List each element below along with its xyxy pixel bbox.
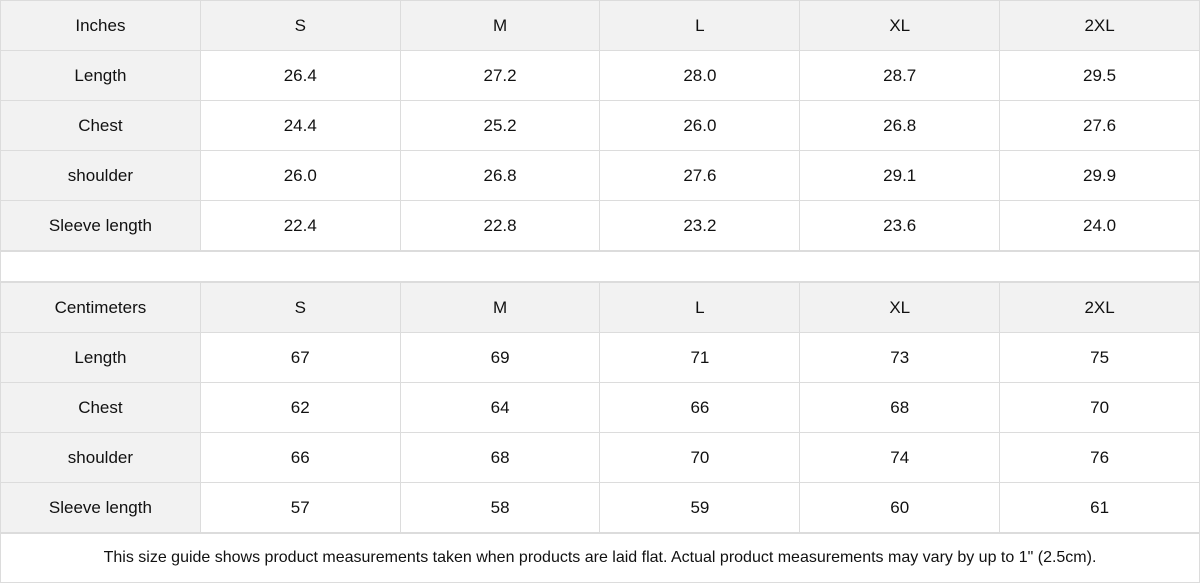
table-cell: 70 [599, 432, 801, 483]
table-cell: 61 [999, 482, 1200, 533]
row-label: Length [0, 50, 201, 101]
table-cell: 66 [199, 432, 401, 483]
table-cell: 71 [599, 332, 801, 383]
table-row: Sleeve length 22.4 22.8 23.2 23.6 24.0 [0, 200, 1200, 251]
footnote: This size guide shows product measuremen… [0, 533, 1200, 583]
table-cell: 23.6 [799, 200, 1001, 251]
table-cell: 24.0 [999, 200, 1200, 251]
table-cell: 22.4 [199, 200, 401, 251]
table-row: Length 26.4 27.2 28.0 28.7 29.5 [0, 50, 1200, 101]
table-cell: 69 [399, 332, 601, 383]
table-cell: 27.6 [999, 100, 1200, 151]
table-cell: 68 [799, 382, 1001, 433]
table-cell: 66 [599, 382, 801, 433]
row-label: Sleeve length [0, 482, 201, 533]
table-cell: 58 [399, 482, 601, 533]
table-cell: 26.0 [199, 150, 401, 201]
table-row: Chest 24.4 25.2 26.0 26.8 27.6 [0, 100, 1200, 151]
table-cell: 27.6 [599, 150, 801, 201]
table-cell: 64 [399, 382, 601, 433]
table-cell: 67 [199, 332, 401, 383]
table-cell: 74 [799, 432, 1001, 483]
centimeters-table: Centimeters S M L XL 2XL Length 67 69 71 73 75 Chest… [0, 282, 1200, 533]
column-header: 2XL [999, 0, 1200, 51]
row-label: Sleeve length [0, 200, 201, 251]
table-cell: 28.0 [599, 50, 801, 101]
row-label: Length [0, 332, 201, 383]
column-header: L [599, 0, 801, 51]
table-cell: 68 [399, 432, 601, 483]
table-cell: 26.8 [399, 150, 601, 201]
table-cell: 29.1 [799, 150, 1001, 201]
column-header: Inches [0, 0, 201, 51]
table-cell: 57 [199, 482, 401, 533]
row-label: shoulder [0, 432, 201, 483]
column-header: 2XL [999, 282, 1200, 333]
table-row: shoulder 66 68 70 74 76 [0, 432, 1200, 483]
header-row: Inches S M L XL 2XL [0, 0, 1200, 51]
table-cell: 26.0 [599, 100, 801, 151]
table-cell: 25.2 [399, 100, 601, 151]
table-cell: 59 [599, 482, 801, 533]
row-label: Chest [0, 100, 201, 151]
table-row: Length 67 69 71 73 75 [0, 332, 1200, 383]
column-header: S [199, 282, 401, 333]
table-spacer [0, 251, 1200, 282]
table-cell: 28.7 [799, 50, 1001, 101]
table-row: Sleeve length 57 58 59 60 61 [0, 482, 1200, 533]
table-cell: 75 [999, 332, 1200, 383]
table-cell: 70 [999, 382, 1200, 433]
column-header: M [399, 0, 601, 51]
table-cell: 60 [799, 482, 1001, 533]
inches-table: Inches S M L XL 2XL Length 26.4 27.2 28.0 28.7 29.5… [0, 0, 1200, 251]
table-cell: 73 [799, 332, 1001, 383]
table-cell: 29.9 [999, 150, 1200, 201]
table-cell: 22.8 [399, 200, 601, 251]
column-header: M [399, 282, 601, 333]
table-cell: 24.4 [199, 100, 401, 151]
column-header: S [199, 0, 401, 51]
column-header: XL [799, 282, 1001, 333]
table-cell: 26.4 [199, 50, 401, 101]
column-header: Centimeters [0, 282, 201, 333]
table-cell: 23.2 [599, 200, 801, 251]
row-label: Chest [0, 382, 201, 433]
table-row: Chest 62 64 66 68 70 [0, 382, 1200, 433]
column-header: XL [799, 0, 1001, 51]
table-cell: 29.5 [999, 50, 1200, 101]
table-cell: 26.8 [799, 100, 1001, 151]
row-label: shoulder [0, 150, 201, 201]
table-cell: 76 [999, 432, 1200, 483]
column-header: L [599, 282, 801, 333]
table-cell: 62 [199, 382, 401, 433]
table-row: shoulder 26.0 26.8 27.6 29.1 29.9 [0, 150, 1200, 201]
header-row: Centimeters S M L XL 2XL [0, 282, 1200, 333]
table-cell: 27.2 [399, 50, 601, 101]
